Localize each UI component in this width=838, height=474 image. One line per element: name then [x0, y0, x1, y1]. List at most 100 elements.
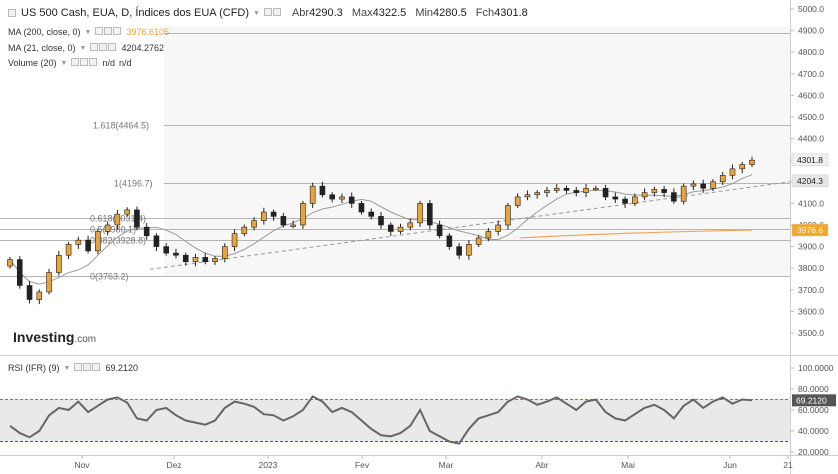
- candle-body: [495, 224, 501, 232]
- price-tick-label: 3800.0: [798, 263, 824, 273]
- ma200-price-label: 3976.6: [797, 225, 823, 235]
- price-tick-label: 4700.0: [798, 69, 824, 79]
- candle-body: [290, 224, 296, 227]
- ma21-legend[interactable]: MA (21, close, 0) ▼ 4204.2762: [8, 43, 164, 53]
- indicator-controls-icon[interactable]: [71, 58, 98, 68]
- candle-body: [719, 175, 726, 183]
- price-tick-label: 4100.0: [798, 198, 824, 208]
- candle-body: [75, 239, 82, 245]
- ohlc-values: Abr4290.3 Max4322.5 Min4280.5 Fch4301.8: [291, 7, 528, 19]
- chevron-down-icon[interactable]: ▼: [253, 9, 260, 17]
- rsi-line: [9, 395, 753, 445]
- candle-body: [368, 211, 375, 217]
- volume-legend[interactable]: Volume (20) ▼ n/d n/d: [8, 58, 132, 68]
- time-tick-label: Mar: [439, 460, 454, 470]
- candle-body: [680, 185, 687, 202]
- candle-body: [7, 259, 13, 267]
- rsi-tick-label: 40.0000: [798, 426, 829, 436]
- candle-body: [173, 252, 179, 256]
- candle-body: [612, 196, 619, 200]
- candle-body: [387, 224, 394, 232]
- candle-body: [378, 216, 384, 226]
- candle-body: [221, 246, 228, 259]
- candle-body: [319, 185, 326, 196]
- candle-body: [348, 196, 355, 204]
- chart-legend-main: US 500 Cash, EUA, D, Índices dos EUA (CF…: [8, 7, 528, 19]
- candle-body: [56, 254, 62, 273]
- volume-value-2: n/d: [118, 58, 132, 68]
- rsi-label: RSI (IFR) (9): [8, 363, 60, 373]
- rsi-tick-label: 20.0000: [798, 447, 829, 457]
- candle-body: [690, 183, 697, 187]
- time-tick-label: 21: [783, 460, 793, 470]
- price-tick-label: 4400.0: [798, 134, 824, 144]
- collapse-icon[interactable]: [8, 9, 16, 17]
- chevron-down-icon[interactable]: ▼: [63, 364, 71, 372]
- ma200-legend[interactable]: MA (200, close, 0) ▼ 3976.6105: [8, 27, 169, 37]
- candle-body: [163, 246, 170, 254]
- last-price-label: 4301.8: [797, 155, 823, 165]
- price-tick-label: 3900.0: [798, 242, 824, 252]
- investing-logo: Investing.com: [13, 329, 97, 345]
- ma200-value: 3976.6105: [126, 27, 170, 37]
- candle-body: [26, 285, 33, 300]
- price-tick-label: 3700.0: [798, 285, 824, 295]
- time-tick-label: 2023: [259, 460, 278, 470]
- candle-body: [104, 224, 111, 232]
- candle-body: [485, 231, 492, 239]
- candle-body: [417, 203, 423, 224]
- candle-body: [182, 254, 189, 263]
- candle-body: [544, 190, 550, 193]
- price-tick-label: 4900.0: [798, 26, 824, 36]
- chevron-down-icon[interactable]: ▼: [60, 59, 68, 67]
- candle-body: [436, 224, 443, 237]
- rsi-legend[interactable]: RSI (IFR) (9) ▼ 69.2120: [8, 363, 138, 373]
- candlestick-series: [7, 156, 755, 305]
- candle-body: [514, 196, 521, 206]
- chevron-down-icon[interactable]: ▼: [79, 44, 87, 52]
- candle-body: [143, 226, 150, 237]
- candle-body: [153, 235, 160, 247]
- chevron-down-icon[interactable]: ▼: [84, 28, 92, 36]
- candle-body: [632, 196, 638, 204]
- indicator-controls-icon[interactable]: [95, 27, 122, 37]
- candle-body: [524, 194, 531, 198]
- volume-label: Volume (20): [8, 58, 57, 68]
- fib-level-label: 1(4196.7): [114, 179, 153, 189]
- candle-body: [358, 203, 365, 213]
- price-tick-label: 5000.0: [798, 4, 824, 14]
- rsi-panel[interactable]: [0, 395, 790, 445]
- ma200-label: MA (200, close, 0): [8, 27, 81, 37]
- candle-body: [329, 194, 335, 200]
- candle-body: [212, 258, 218, 263]
- candle-body: [46, 272, 52, 293]
- candle-body: [95, 231, 101, 252]
- time-tick-label: Jun: [723, 460, 737, 470]
- rsi-current-label: 69.2120: [796, 395, 827, 405]
- candle-body: [671, 192, 677, 202]
- candle-body: [505, 205, 511, 226]
- last-price-label-bg: [791, 153, 829, 167]
- indicator-controls-icon[interactable]: [74, 363, 101, 373]
- fib-level-label: 0(3763.2): [90, 272, 129, 282]
- candle-body: [749, 159, 755, 165]
- indicator-controls-icon[interactable]: [90, 43, 117, 53]
- price-tick-label: 3500.0: [798, 328, 824, 338]
- candle-body: [407, 222, 414, 228]
- settings-icon[interactable]: [263, 7, 282, 19]
- fib-level-label: 0.5(3980.1): [90, 225, 136, 235]
- candle-body: [592, 187, 599, 191]
- candle-body: [729, 168, 736, 176]
- fib-level-label: 1.618(4464.5): [93, 121, 149, 131]
- trend-line: [149, 181, 791, 270]
- candle-body: [241, 226, 248, 234]
- candle-body: [134, 209, 140, 228]
- candle-body: [427, 203, 433, 226]
- rsi-tick-label: 80.0000: [798, 384, 829, 394]
- price-tick-label: 3600.0: [798, 306, 824, 316]
- fib1-price-label-bg: [791, 174, 829, 188]
- candle-body: [231, 233, 238, 247]
- candle-body: [583, 187, 589, 193]
- price-tick-label: 4500.0: [798, 112, 824, 122]
